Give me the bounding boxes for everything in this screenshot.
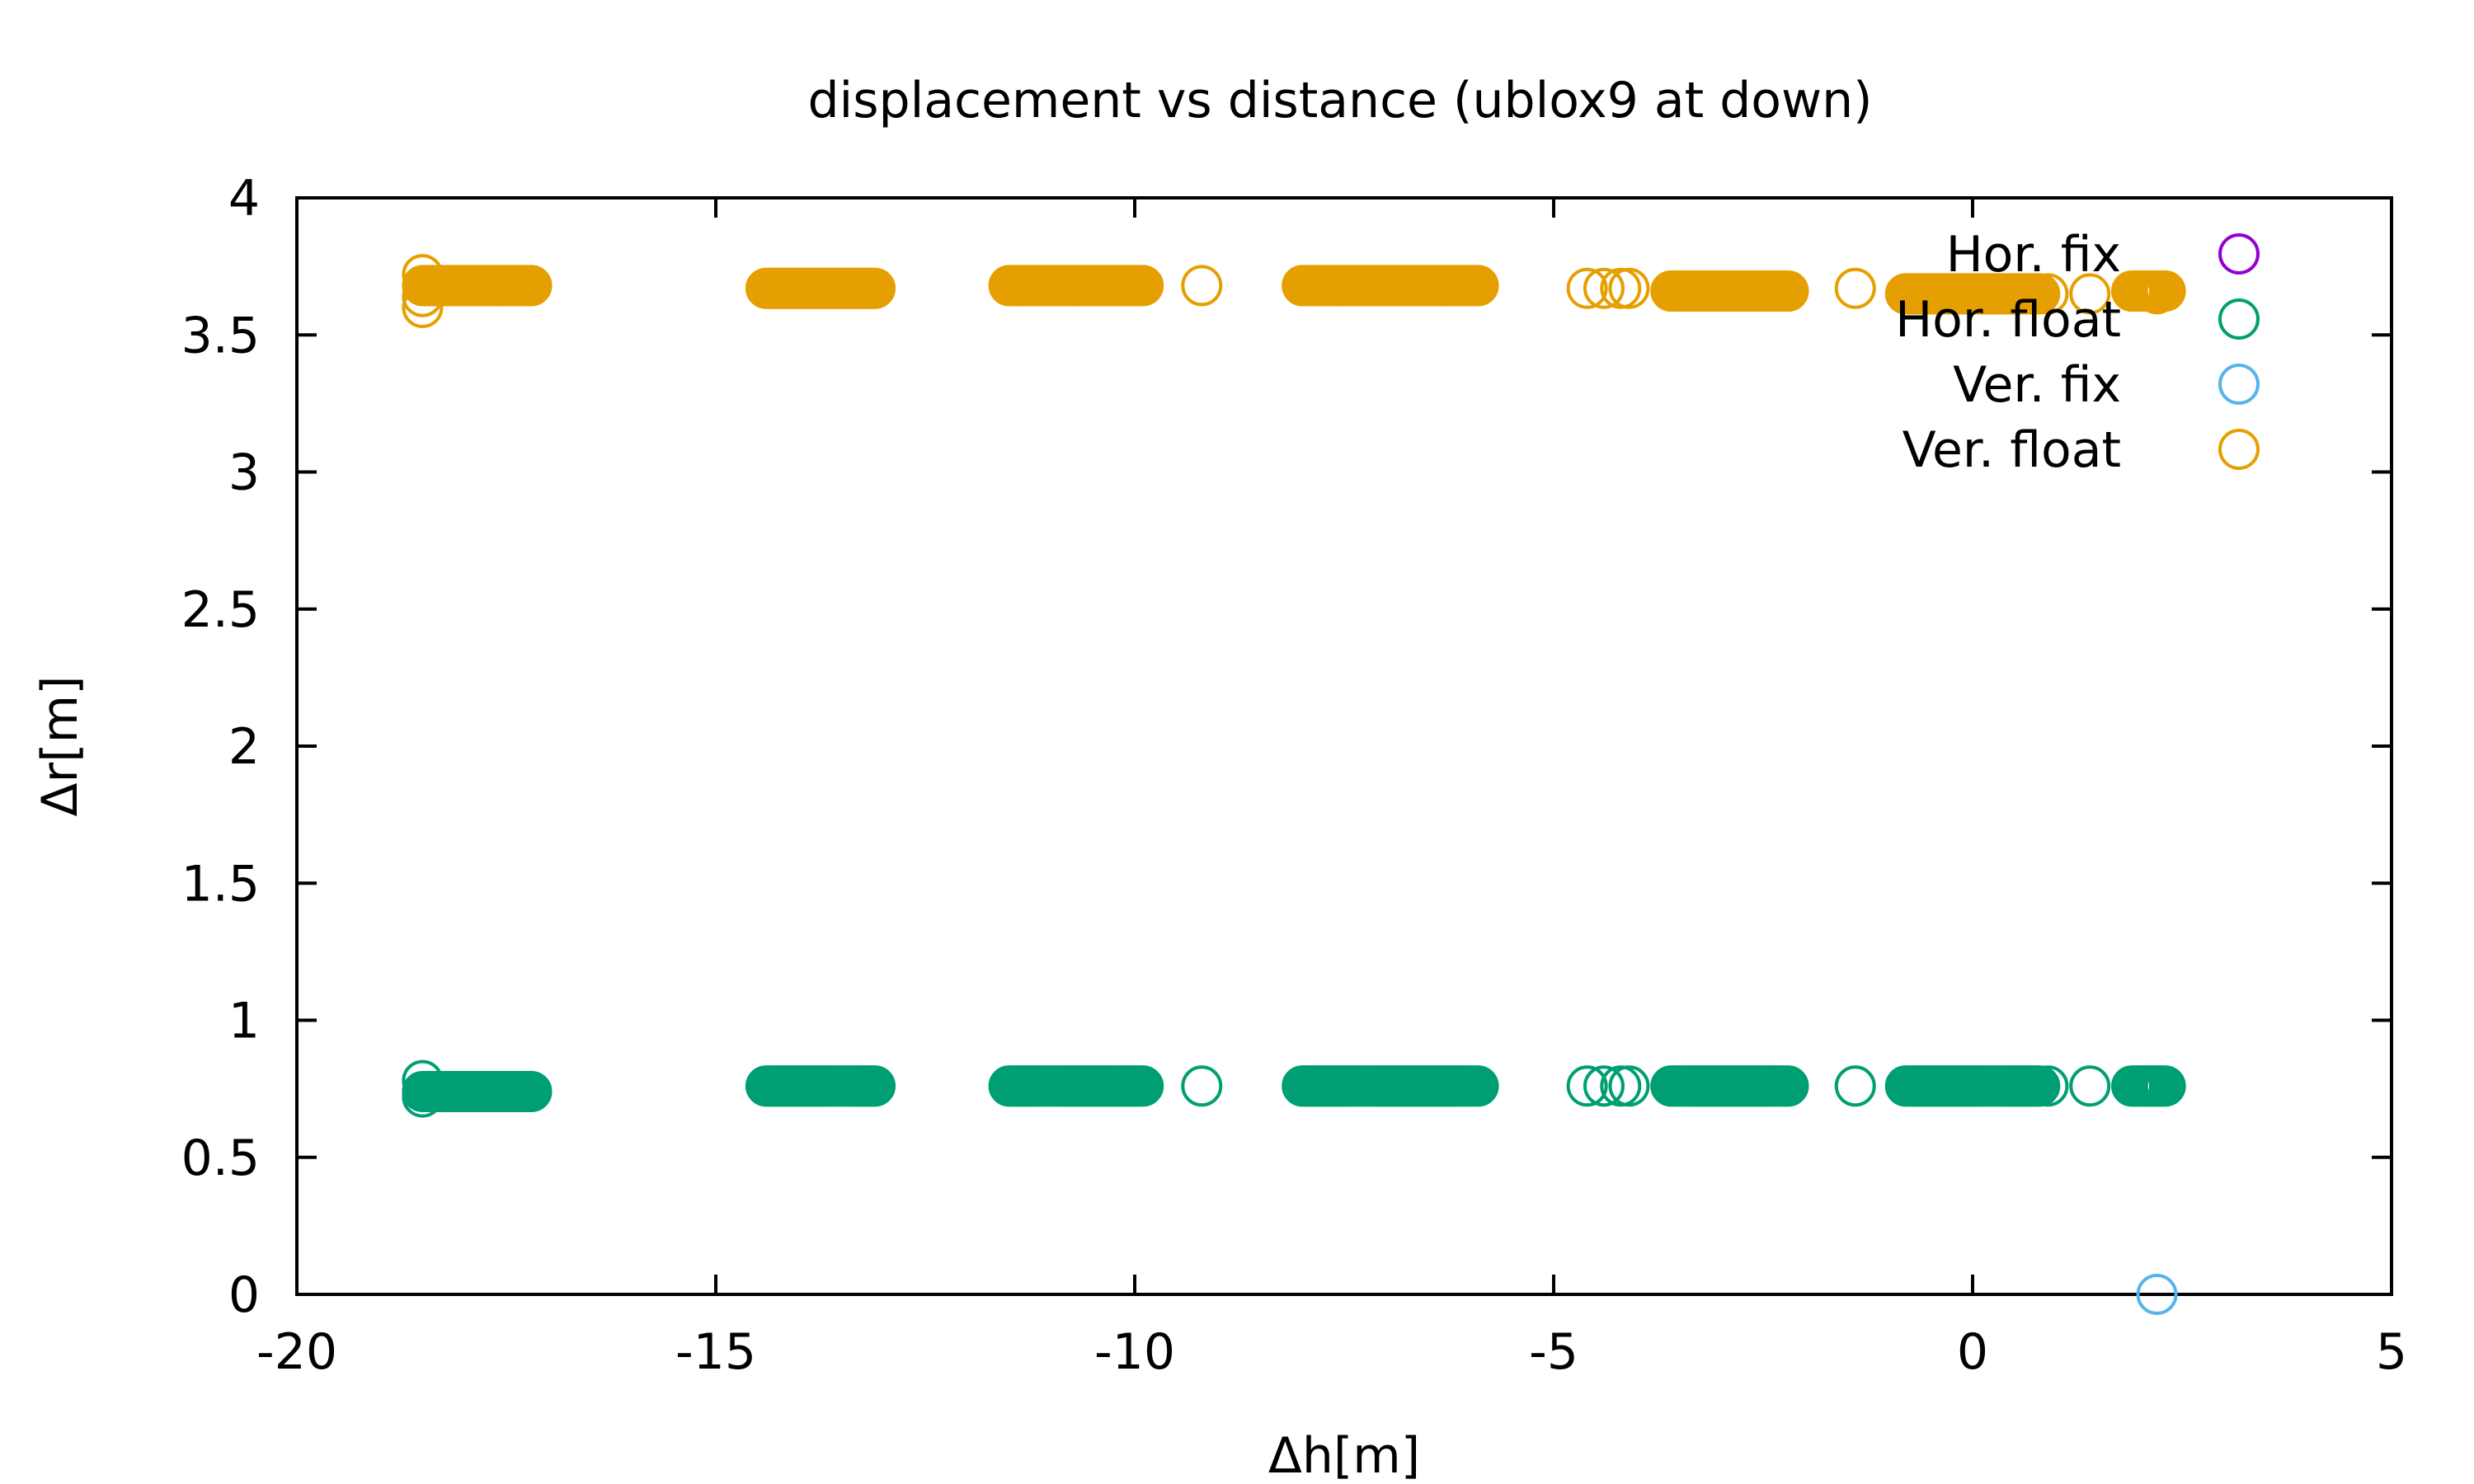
legend-marker: [2218, 429, 2260, 470]
data-point: [1181, 1065, 1223, 1107]
data-point: [854, 267, 896, 309]
data-point: [2136, 273, 2178, 315]
legend: Hor. fix Hor. float Ver. fix Ver. float: [1895, 226, 2260, 479]
legend-label: Ver. fix: [1953, 356, 2121, 414]
data-point: [854, 1065, 896, 1107]
y-tick-label: 2.5: [181, 581, 260, 639]
x-tick-label: 5: [2376, 1323, 2407, 1381]
data-point: [2019, 273, 2061, 315]
data-point: [1583, 267, 1625, 309]
x-tick-label: -15: [675, 1323, 756, 1381]
data-point: [1608, 267, 1650, 309]
y-tick-label: 0: [228, 1266, 260, 1324]
series-1: [402, 1059, 2186, 1118]
data-point: [1122, 265, 1164, 307]
data-point: [402, 275, 444, 317]
data-point: [1834, 1065, 1876, 1107]
data-point: [1834, 267, 1876, 309]
data-point: [1566, 1065, 1608, 1107]
data-point: [1608, 1065, 1650, 1107]
y-tick-label: 1: [228, 993, 260, 1050]
legend-marker: [2218, 298, 2260, 340]
legend-label: Ver. float: [1903, 421, 2121, 479]
y-tick-label: 0.5: [181, 1129, 260, 1187]
data-point: [402, 287, 444, 328]
y-axis-label: Δr[m]: [31, 676, 89, 817]
data-point: [1457, 265, 1499, 307]
data-point: [1767, 270, 1809, 312]
data-point: [510, 1070, 553, 1112]
data-point: [2069, 273, 2111, 315]
data-point: [1181, 265, 1223, 307]
data-point: [1457, 1065, 1499, 1107]
data-point: [402, 254, 444, 296]
data-point: [2136, 1065, 2178, 1107]
chart-title: displacement vs distance (ublox9 at down…: [807, 72, 1872, 129]
data-point: [1566, 267, 1608, 309]
data-point: [2069, 1065, 2111, 1107]
data-point: [2136, 1274, 2178, 1315]
data-point: [510, 265, 553, 307]
y-tick-label: 3.5: [181, 307, 260, 364]
y-tick-label: 4: [228, 170, 260, 228]
data-point: [1583, 1065, 1625, 1107]
y-tick-label: 1.5: [181, 855, 260, 913]
x-tick-label: 0: [1957, 1323, 1988, 1381]
data-point: [2027, 273, 2069, 315]
y-tick-label: 2: [228, 718, 260, 776]
data-points: [402, 254, 2186, 1315]
x-axis-label: Δh[m]: [1268, 1427, 1420, 1484]
data-point: [2027, 1065, 2069, 1107]
x-tick-label: -20: [256, 1323, 337, 1381]
x-tick-label: -5: [1529, 1323, 1578, 1381]
data-point: [2144, 1065, 2186, 1107]
data-point: [2019, 1065, 2061, 1107]
legend-label: Hor. float: [1895, 291, 2121, 349]
legend-marker: [2218, 233, 2260, 275]
y-tick-label: 3: [228, 444, 260, 502]
y-axis-ticks: 0 0.5 1 1.5 2 2.5 3 3.5 4: [181, 170, 2392, 1324]
legend-marker: [2218, 364, 2260, 405]
x-tick-label: -10: [1094, 1323, 1175, 1381]
x-axis-ticks: -20 -15 -10 -5 0 5: [256, 198, 2407, 1381]
data-point: [1600, 267, 1642, 309]
data-point: [1767, 1065, 1809, 1107]
data-point: [402, 1076, 444, 1118]
data-point: [1122, 1065, 1164, 1107]
data-point: [1600, 1065, 1642, 1107]
legend-label: Hor. fix: [1946, 226, 2121, 284]
series-2: [2136, 1274, 2178, 1315]
data-point: [402, 1059, 444, 1101]
series-3: [402, 254, 2186, 328]
